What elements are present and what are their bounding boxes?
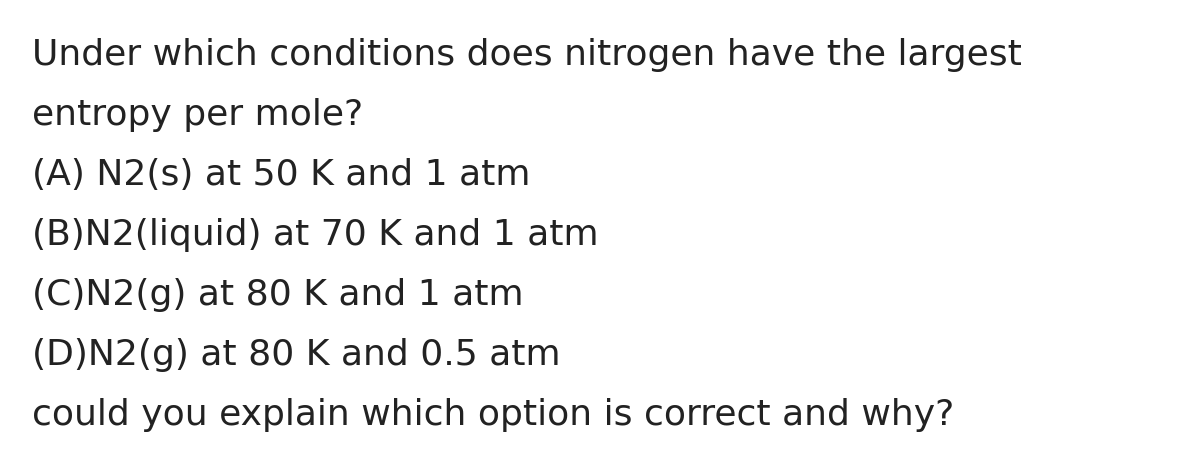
Text: Under which conditions does nitrogen have the largest: Under which conditions does nitrogen hav… <box>32 38 1022 72</box>
Text: (C)N2(g) at 80 K and 1 atm: (C)N2(g) at 80 K and 1 atm <box>32 277 523 311</box>
Text: could you explain which option is correct and why?: could you explain which option is correc… <box>32 397 954 431</box>
Text: entropy per mole?: entropy per mole? <box>32 98 364 132</box>
Text: (D)N2(g) at 80 K and 0.5 atm: (D)N2(g) at 80 K and 0.5 atm <box>32 337 560 371</box>
Text: (A) N2(s) at 50 K and 1 atm: (A) N2(s) at 50 K and 1 atm <box>32 157 530 191</box>
Text: (B)N2(liquid) at 70 K and 1 atm: (B)N2(liquid) at 70 K and 1 atm <box>32 218 599 252</box>
